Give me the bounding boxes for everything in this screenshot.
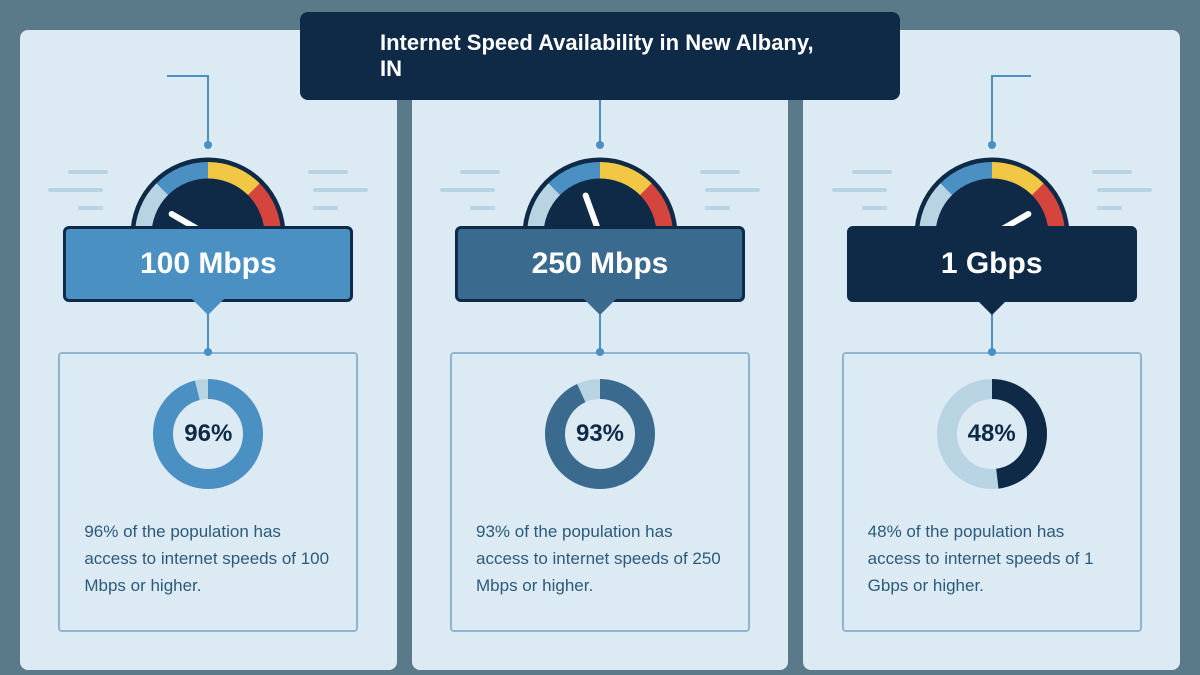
- speed-lines-icon: [690, 170, 760, 220]
- percent-label: 48%: [968, 420, 1016, 448]
- stat-box: 93% 93% of the population has access to …: [450, 352, 750, 632]
- speed-lines-icon: [298, 170, 368, 220]
- connector-line: [207, 75, 209, 145]
- page-title: Internet Speed Availability in New Alban…: [300, 12, 900, 100]
- description-text: 93% of the population has access to inte…: [476, 518, 724, 600]
- speed-label: 100 Mbps: [140, 247, 277, 280]
- speed-card: 250 Mbps .card:nth-child(2) .speed-badge…: [412, 30, 789, 670]
- speed-lines-icon: [440, 170, 510, 220]
- speed-label: 250 Mbps: [532, 247, 669, 280]
- cards-row: 100 Mbps .card:nth-child(1) .speed-badge…: [0, 30, 1200, 675]
- description-text: 96% of the population has access to inte…: [84, 518, 332, 600]
- speed-label: 1 Gbps: [941, 247, 1043, 280]
- speed-badge: 1 Gbps: [847, 226, 1137, 302]
- speed-badge: 250 Mbps: [455, 226, 745, 302]
- speed-card: 1 Gbps .card:nth-child(3) .speed-badge::…: [803, 30, 1180, 670]
- speed-lines-icon: [1082, 170, 1152, 220]
- stat-box: 48% 48% of the population has access to …: [842, 352, 1142, 632]
- stat-box: 96% 96% of the population has access to …: [58, 352, 358, 632]
- connector-line: [991, 75, 993, 145]
- speed-lines-icon: [832, 170, 902, 220]
- speed-card: 100 Mbps .card:nth-child(1) .speed-badge…: [20, 30, 397, 670]
- speed-badge: 100 Mbps: [63, 226, 353, 302]
- percent-label: 93%: [576, 420, 624, 448]
- percent-label: 96%: [184, 420, 232, 448]
- speed-lines-icon: [48, 170, 118, 220]
- donut-chart: 96%: [148, 374, 268, 494]
- donut-chart: 93%: [540, 374, 660, 494]
- donut-chart: 48%: [932, 374, 1052, 494]
- description-text: 48% of the population has access to inte…: [868, 518, 1116, 600]
